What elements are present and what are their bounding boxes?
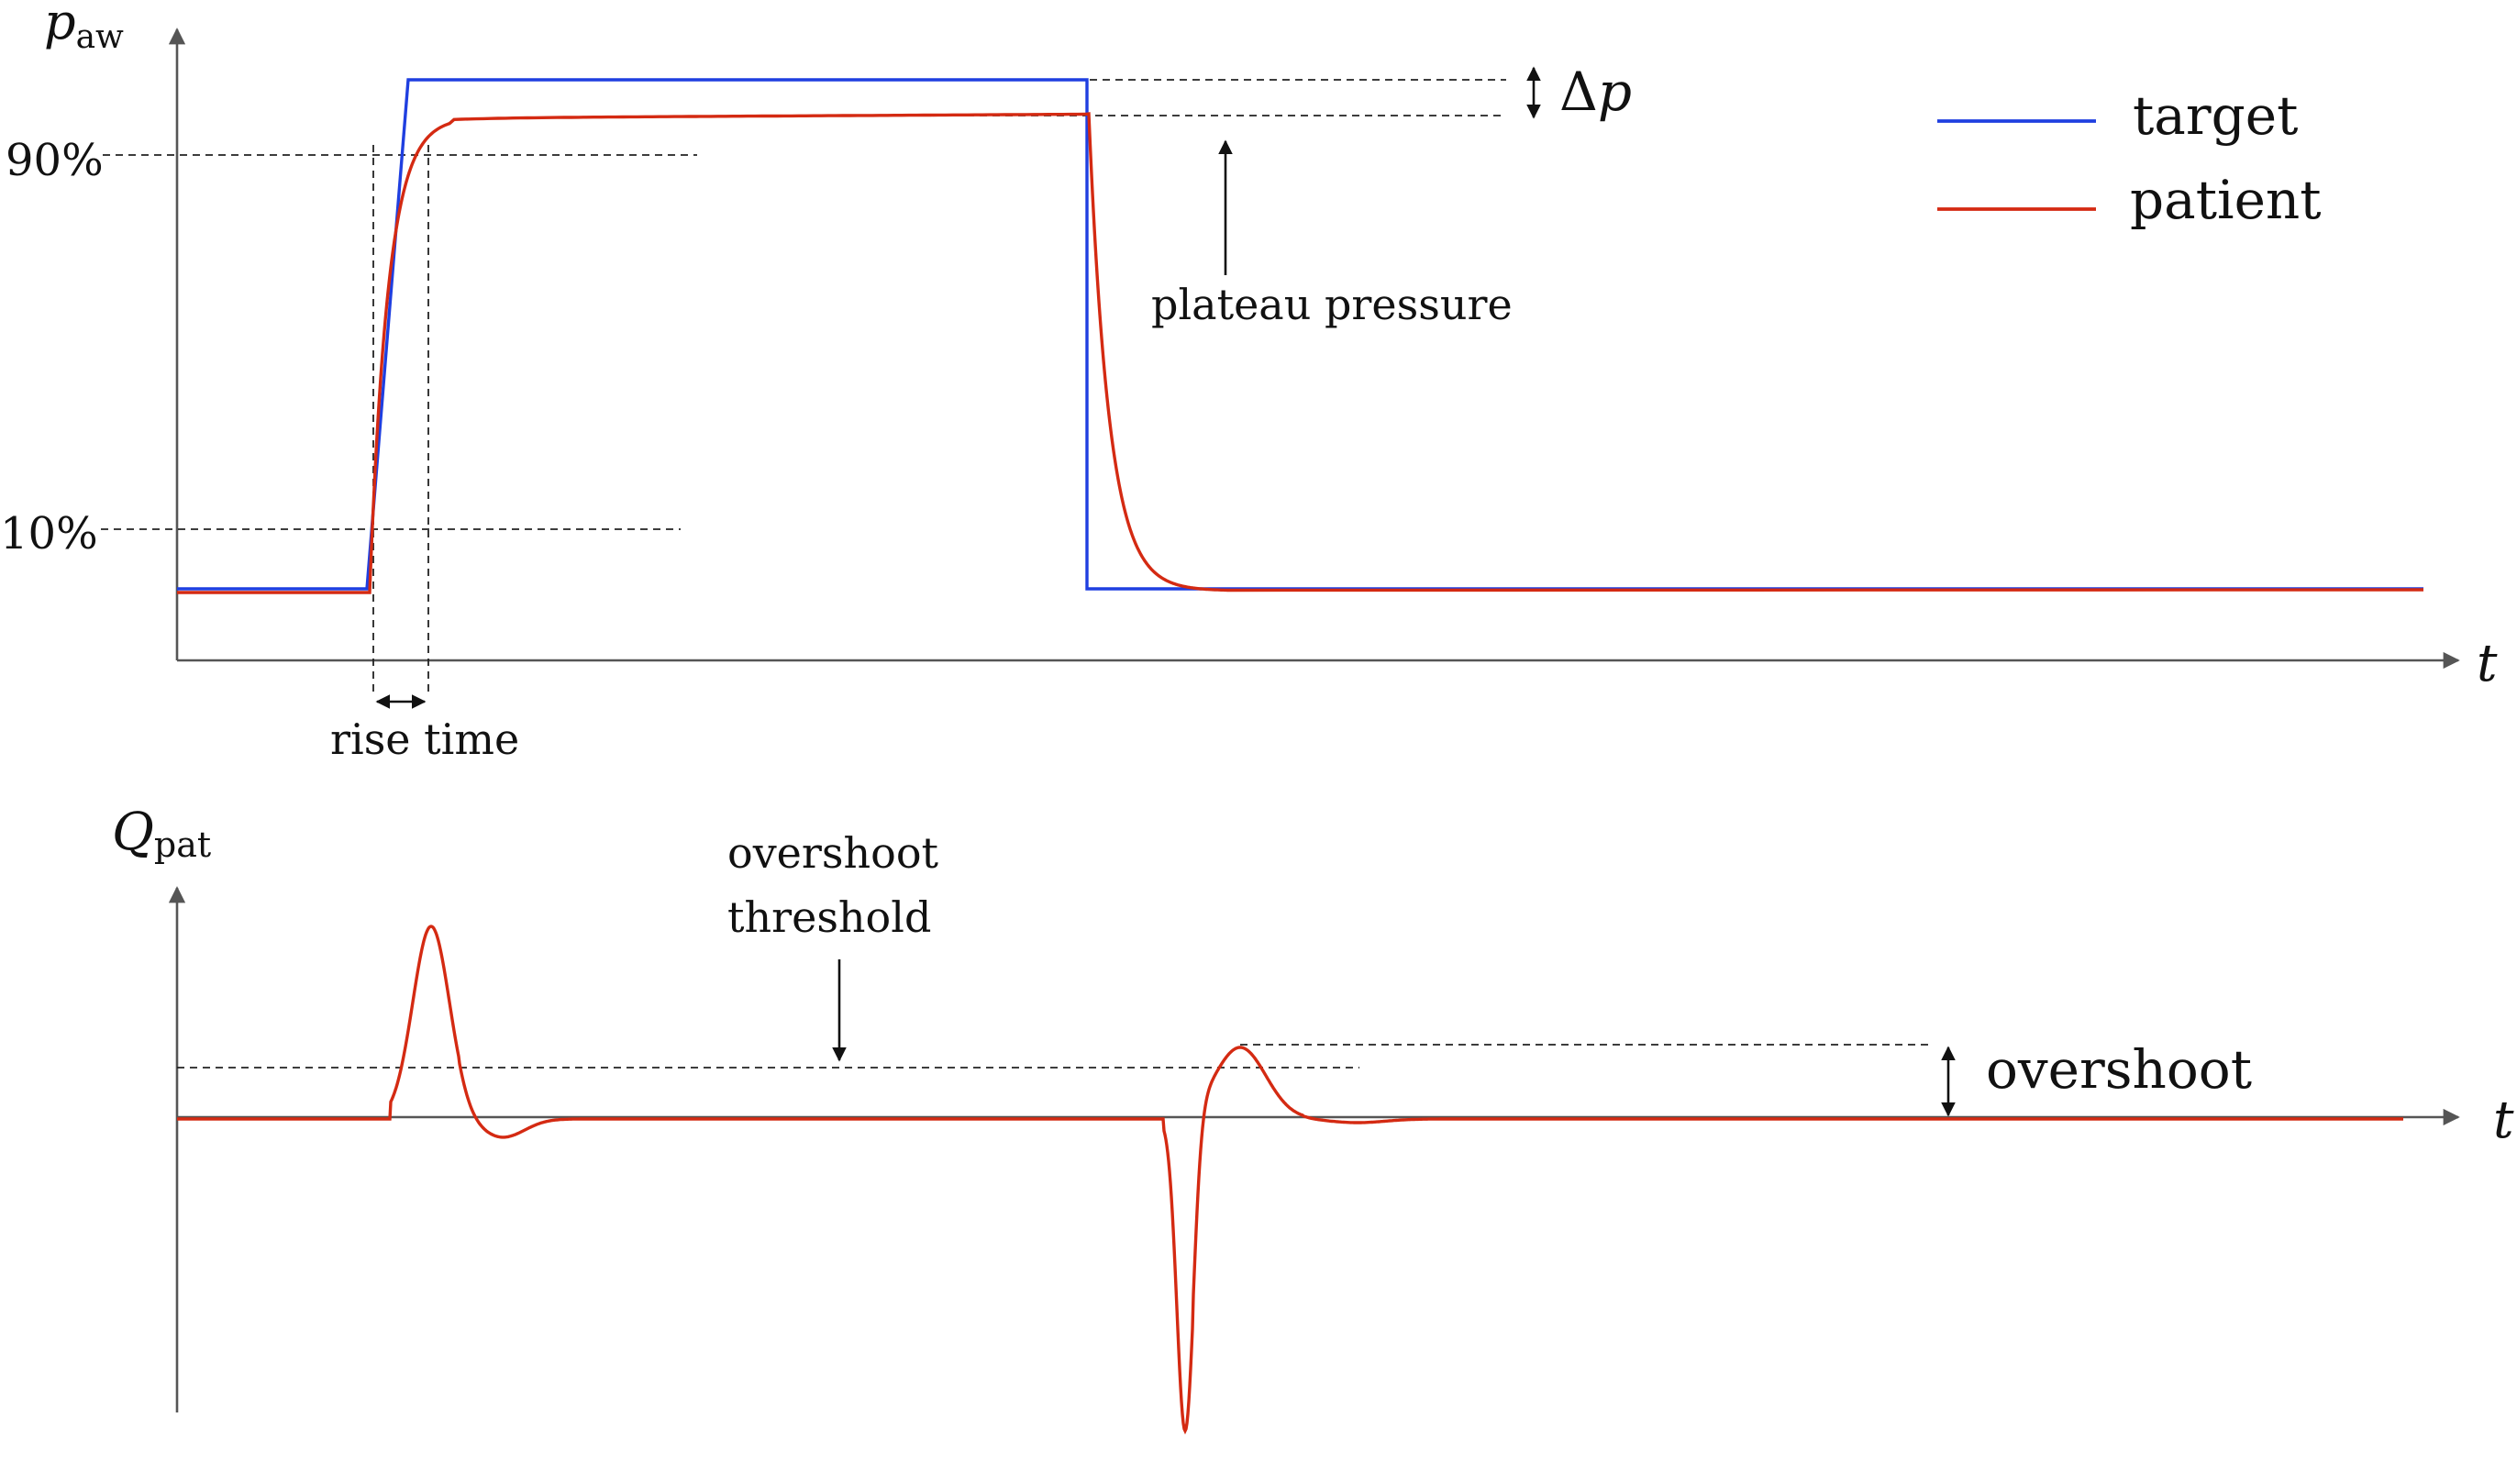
label-10-percent: 10%	[0, 508, 98, 559]
label-90-percent: 90%	[6, 135, 104, 186]
legend: target patient	[1937, 84, 2322, 231]
flow-y-axis-label: Qpat	[112, 803, 211, 865]
pressure-y-axis-label: paw	[44, 0, 124, 56]
pressure-x-axis-label: t	[2477, 634, 2498, 693]
flow-x-axis-label: t	[2493, 1091, 2514, 1150]
overshoot-threshold-label-line1: overshoot	[727, 828, 939, 878]
target-pressure-curve	[177, 78, 2423, 591]
plateau-pressure-label: plateau pressure	[1151, 280, 1513, 329]
rise-time-label: rise time	[330, 714, 519, 764]
delta-p-label: Δp	[1559, 61, 1632, 123]
patient-flow-curve	[177, 925, 2403, 1434]
legend-target-label: target	[2133, 84, 2298, 147]
overshoot-threshold-label-line2: threshold	[727, 892, 931, 942]
patient-pressure-curve	[177, 112, 2424, 594]
flow-panel: Qpat t overshoot threshold overshoot	[112, 803, 2514, 1434]
pressure-panel: paw t 90% 10% rise time Δp plateau press…	[0, 0, 2498, 764]
legend-patient-label: patient	[2130, 169, 2322, 231]
overshoot-label: overshoot	[1986, 1038, 2252, 1101]
